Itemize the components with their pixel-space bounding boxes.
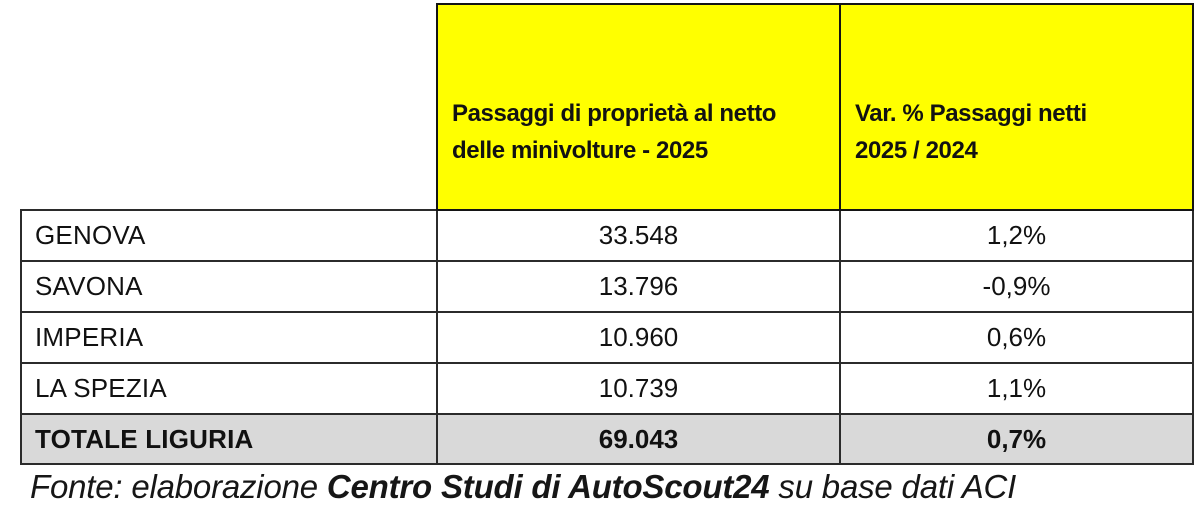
net-transfers-value: 10.960 <box>436 311 841 364</box>
table-row-genova: GENOVA 33.548 1,2% <box>20 209 1194 262</box>
source-note-author: Centro Studi di AutoScout24 <box>326 468 770 505</box>
header-corner-cell <box>21 4 437 210</box>
header-variation-pct: Var. % Passaggi netti 2025 / 2024 <box>839 3 1194 211</box>
total-net-transfers-value: 69.043 <box>436 413 841 465</box>
total-label: TOTALE LIGURIA <box>20 413 438 465</box>
province-name: LA SPEZIA <box>20 362 438 415</box>
header-variation-pct-line2: 2025 / 2024 <box>855 137 978 164</box>
table-row-imperia: IMPERIA 10.960 0,6% <box>20 311 1194 364</box>
source-note-suffix: su base dati ACI <box>769 468 1017 505</box>
source-note: Fonte: elaborazione Centro Studi di Auto… <box>30 468 1016 506</box>
variation-pct-value: 1,2% <box>839 209 1194 262</box>
source-note-prefix: Fonte: elaborazione <box>30 468 327 505</box>
province-name: IMPERIA <box>20 311 438 364</box>
variation-pct-value: 0,6% <box>839 311 1194 364</box>
table-row-total-liguria: TOTALE LIGURIA 69.043 0,7% <box>20 413 1194 465</box>
net-transfers-value: 10.739 <box>436 362 841 415</box>
net-transfers-value: 13.796 <box>436 260 841 313</box>
table-row-la-spezia: LA SPEZIA 10.739 1,1% <box>20 362 1194 415</box>
net-transfers-value: 33.548 <box>436 209 841 262</box>
total-variation-pct-value: 0,7% <box>839 413 1194 465</box>
province-name: SAVONA <box>20 260 438 313</box>
header-variation-pct-line1: Var. % Passaggi netti <box>855 100 1087 127</box>
header-net-transfers-line1: Passaggi di proprietà al netto <box>452 100 777 127</box>
property-transfers-table: Passaggi di proprietà al netto delle min… <box>20 3 1194 465</box>
province-name: GENOVA <box>20 209 438 262</box>
variation-pct-value: -0,9% <box>839 260 1194 313</box>
header-row: Passaggi di proprietà al netto delle min… <box>21 3 1194 211</box>
variation-pct-value: 1,1% <box>839 362 1194 415</box>
header-net-transfers: Passaggi di proprietà al netto delle min… <box>436 3 841 211</box>
table-row-savona: SAVONA 13.796 -0,9% <box>20 260 1194 313</box>
header-net-transfers-line2: delle minivolture - 2025 <box>452 137 708 164</box>
